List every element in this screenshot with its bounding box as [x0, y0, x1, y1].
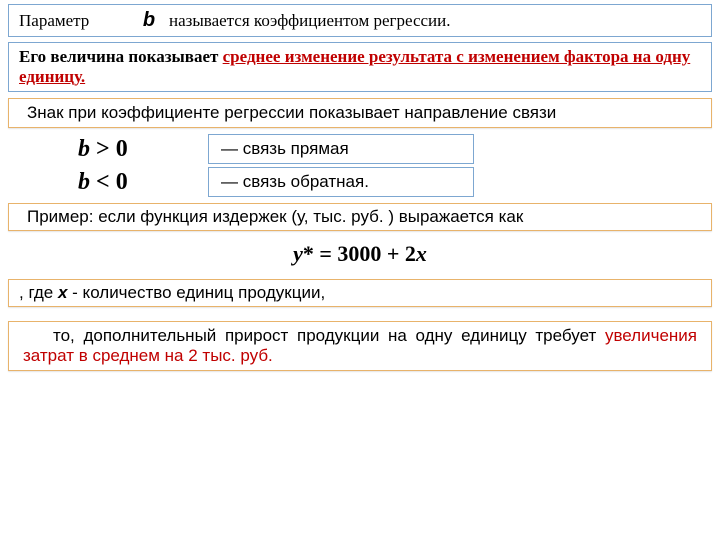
eq-x: x [416, 241, 427, 266]
sign-positive-expr: b > 0 [8, 136, 188, 163]
eq-c: 3000 [337, 241, 381, 266]
definition-box: Параметр b называется коэффициентом регр… [8, 4, 712, 37]
where-lead: , где [19, 283, 58, 302]
sign-direction-box: Знак при коэффициенте регрессии показыва… [8, 98, 712, 128]
magnitude-lead: Его величина показывает [19, 47, 223, 66]
where-box: , где х - количество единиц продукции, [8, 279, 712, 307]
eq-star: * [303, 241, 314, 266]
eq-m: 2 [405, 241, 416, 266]
sign-negative-expr: b < 0 [8, 169, 188, 196]
dash2: — [221, 172, 238, 191]
magnitude-box: Его величина показывает среднее изменени… [8, 42, 712, 92]
eq-eq: = [314, 241, 338, 266]
definition-text: называется коэффициентом регрессии. [169, 11, 451, 31]
sign-negative-row: b < 0 — связь обратная. [8, 167, 712, 197]
expr-b: b [78, 136, 90, 162]
expr-zero2: 0 [116, 169, 128, 195]
sign-direction-text: Знак при коэффициенте регрессии показыва… [27, 103, 556, 122]
b-symbol: b [129, 9, 169, 32]
example-lead-box: Пример: если функция издержек (у, тыс. р… [8, 203, 712, 231]
conclusion-lead: то, дополнительный прирост продукции на … [53, 326, 605, 345]
eq-y: y [293, 241, 303, 266]
equation: y* = 3000 + 2x [0, 241, 720, 267]
eq-plus: + [381, 241, 405, 266]
sign-positive-desc-box: — связь прямая [208, 134, 474, 164]
conclusion-box: то, дополнительный прирост продукции на … [8, 321, 712, 371]
sign-negative-desc: связь обратная. [238, 172, 369, 191]
expr-lt: < [90, 169, 116, 195]
sign-negative-desc-box: — связь обратная. [208, 167, 474, 197]
dash: — [221, 139, 238, 158]
sign-positive-desc: связь прямая [238, 139, 349, 158]
sign-positive-row: b > 0 — связь прямая [8, 134, 712, 164]
where-rest: - количество единиц продукции, [67, 283, 325, 302]
example-lead-text: Пример: если функция издержек (у, тыс. р… [27, 207, 523, 226]
expr-b2: b [78, 169, 90, 195]
param-label: Параметр [19, 11, 129, 31]
expr-zero: 0 [116, 136, 128, 162]
expr-gt: > [90, 136, 116, 162]
